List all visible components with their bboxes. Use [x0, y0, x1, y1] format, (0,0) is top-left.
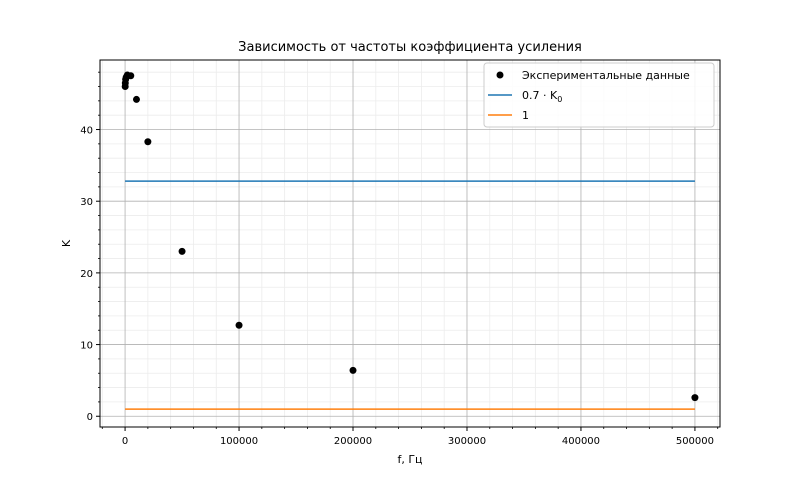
- data-point: [127, 72, 135, 80]
- legend-subscript: 0: [557, 95, 562, 104]
- y-tick-label: 0: [87, 412, 93, 423]
- x-tick-label: 500000: [676, 436, 714, 447]
- y-tick-label: 40: [80, 126, 93, 137]
- legend-label: Экспериментальные данные: [522, 69, 690, 82]
- y-tick-label: 20: [80, 269, 93, 280]
- data-point: [178, 247, 186, 255]
- x-tick-label: 200000: [334, 436, 372, 447]
- x-tick-label: 0: [122, 436, 128, 447]
- y-axis-title: K: [60, 239, 73, 247]
- plot-frame: [99, 59, 721, 428]
- plot-series: [121, 71, 699, 410]
- x-axis-title: f, Гц: [397, 453, 422, 466]
- x-tick-label: 100000: [220, 436, 258, 447]
- data-point: [691, 394, 699, 402]
- legend-marker: [496, 71, 504, 79]
- data-point: [132, 95, 140, 103]
- legend-label: 0.7 · K0: [522, 89, 562, 104]
- legend: Экспериментальные данные 0.7 · K0 1: [483, 62, 715, 128]
- major-grid: [100, 60, 720, 427]
- chart-title: Зависимость от частоты коэффициента усил…: [238, 40, 582, 55]
- data-point: [144, 138, 152, 146]
- x-tick-label: 300000: [448, 436, 486, 447]
- x-tick-label: 400000: [562, 436, 600, 447]
- data-point: [235, 321, 243, 329]
- legend-box: [483, 62, 715, 128]
- legend-label: 1: [522, 109, 529, 122]
- y-tick-label: 30: [80, 197, 93, 208]
- data-point: [349, 366, 357, 374]
- y-tick-label: 10: [80, 341, 93, 352]
